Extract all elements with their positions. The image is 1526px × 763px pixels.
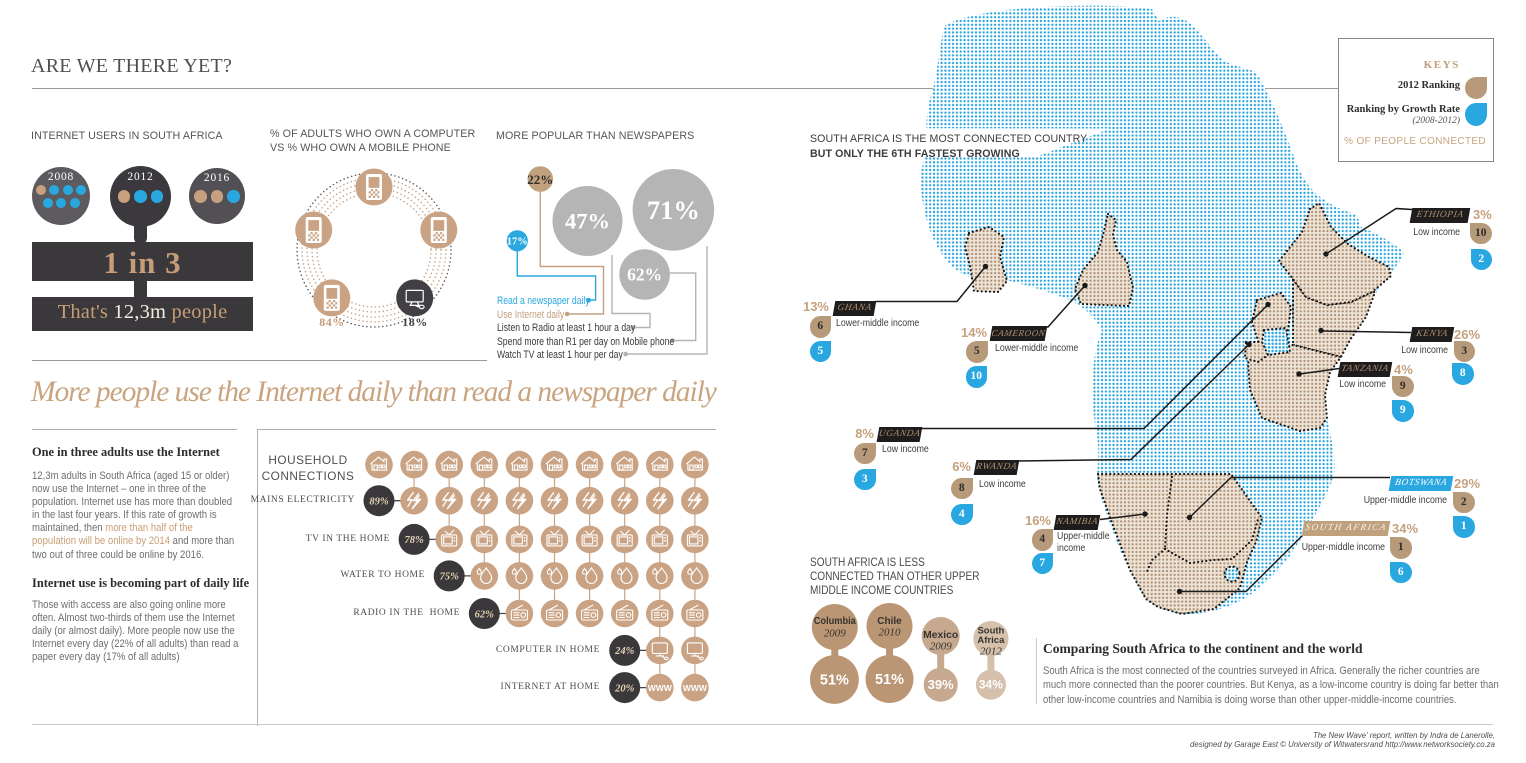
svg-text:Chile: Chile — [877, 616, 902, 627]
svg-text:WWW: WWW — [683, 683, 708, 693]
svg-text:34%: 34% — [979, 678, 1003, 692]
svg-text:17%: 17% — [507, 237, 528, 248]
svg-text:Mexico: Mexico — [923, 630, 958, 641]
svg-text:2009: 2009 — [930, 641, 953, 653]
svg-text:75%: 75% — [440, 572, 460, 583]
svg-text:2009: 2009 — [824, 628, 847, 640]
svg-text:20%: 20% — [614, 683, 635, 694]
svg-text:WWW: WWW — [648, 683, 673, 693]
svg-text:71%: 71% — [647, 195, 700, 225]
svg-text:Africa: Africa — [977, 635, 1005, 646]
svg-text:Columbia: Columbia — [814, 616, 856, 627]
svg-text:47%: 47% — [565, 209, 610, 234]
svg-text:62%: 62% — [475, 609, 495, 620]
svg-text:39%: 39% — [928, 677, 954, 692]
svg-text:62%: 62% — [627, 265, 662, 285]
svg-text:51%: 51% — [820, 673, 849, 689]
svg-text:89%: 89% — [369, 497, 389, 508]
svg-text:24%: 24% — [614, 646, 635, 657]
svg-text:2012: 2012 — [980, 646, 1003, 658]
svg-text:51%: 51% — [875, 672, 904, 688]
svg-text:South: South — [977, 626, 1004, 637]
svg-text:22%: 22% — [527, 172, 553, 187]
svg-text:2010: 2010 — [879, 627, 902, 639]
svg-text:78%: 78% — [404, 535, 424, 546]
